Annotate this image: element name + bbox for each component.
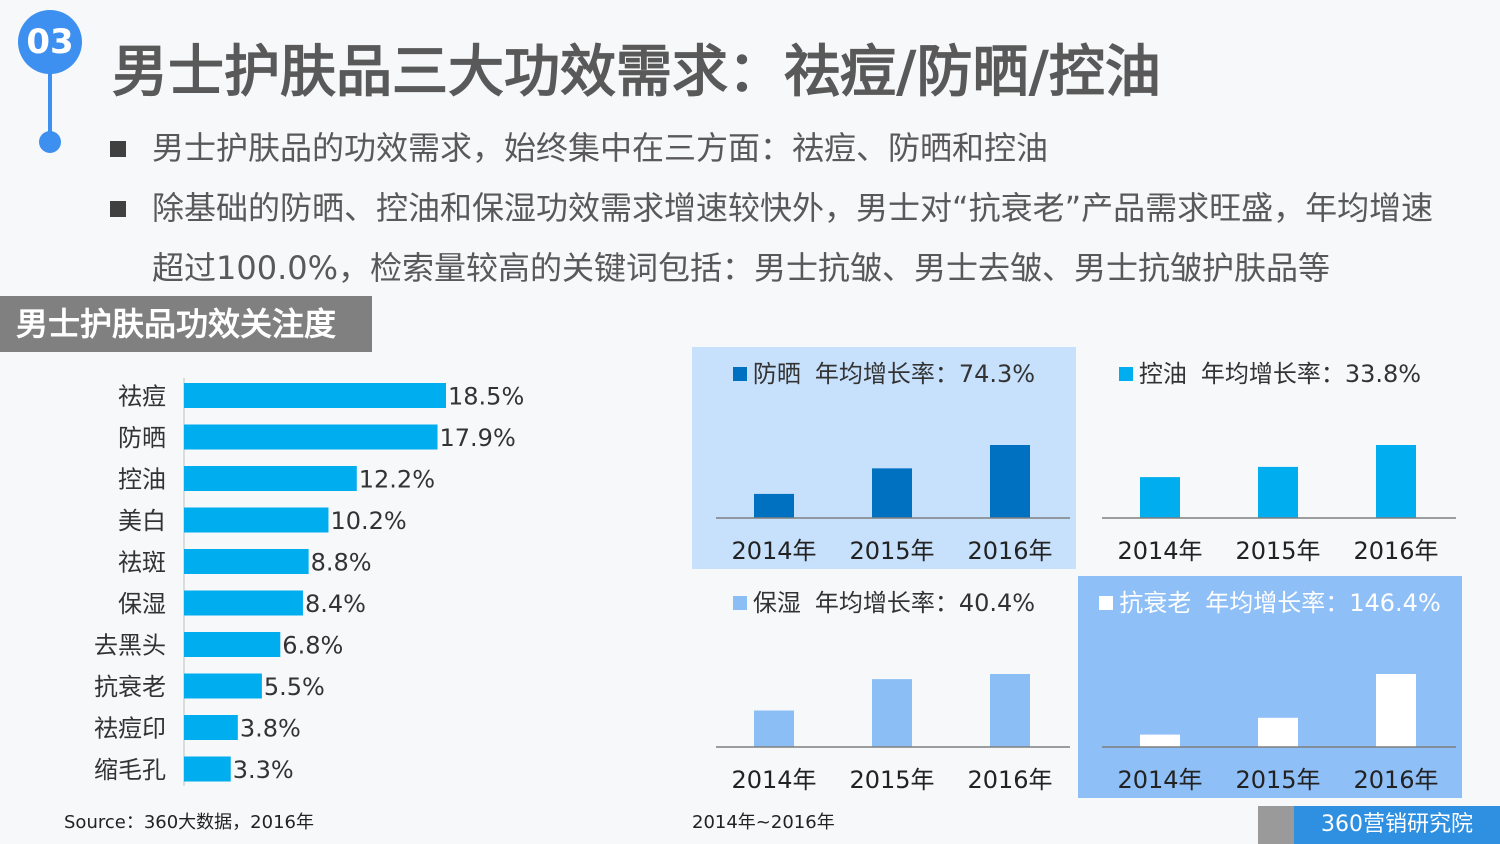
legend-swatch [732, 596, 747, 610]
panel-kangshuailao: 抗衰老 年均增长率：146.4% 2014年 2015年 2016年 [1078, 576, 1462, 798]
hbar-value-label: 18.5% [448, 383, 524, 411]
bullet-square-icon [110, 201, 126, 217]
hbar-value-label: 17.9% [440, 424, 516, 452]
panel-bar [872, 679, 912, 747]
hbar-value-label: 3.3% [233, 756, 294, 784]
panel-series-label: 控油 [1138, 360, 1187, 388]
hbar-category-label: 美白 [118, 507, 166, 535]
hbar-bar [184, 673, 262, 699]
panel-bar [990, 445, 1030, 518]
hbar-bar [184, 383, 446, 408]
panel-bar [1376, 674, 1416, 747]
hbar-bar [184, 756, 231, 782]
panel-chart: 2014年 2015年 2016年 [1102, 445, 1456, 565]
panel-bar [872, 468, 912, 518]
panel-growth-label: 年均增长率：146.4% [1205, 589, 1441, 617]
panel-chart: 2014年 2015年 2016年 [716, 445, 1070, 565]
hbar-category-label: 祛痘 [118, 383, 166, 411]
hbar-value-label: 8.4% [305, 590, 366, 618]
panel-chart: 2014年 2015年 2016年 [1102, 674, 1456, 794]
section-number-badge: 03 [18, 10, 82, 74]
panel-year-label: 2015年 [1235, 537, 1320, 565]
panel-header: 防晒 年均增长率：74.3% [692, 359, 1076, 389]
panel-series-label: 抗衰老 [1119, 589, 1192, 617]
hbar-category-label: 祛斑 [118, 549, 166, 577]
panel-year-label: 2014年 [731, 537, 816, 565]
panel-bar [754, 710, 794, 747]
hbar-bar [184, 424, 438, 450]
hbar-value-label: 5.5% [264, 673, 325, 701]
panel-chart: 2014年 2015年 2016年 [716, 674, 1070, 794]
badge-dot [39, 131, 61, 153]
hbar-value-label: 8.8% [311, 549, 372, 577]
panel-growth-label: 年均增长率：33.8% [1200, 360, 1422, 388]
hbar-value-label: 3.8% [240, 715, 301, 743]
panel-fangshai: 防晒 年均增长率：74.3% 2014年 2015年 2016年 [692, 347, 1076, 569]
hbar-bar [184, 507, 329, 533]
panel-growth-label: 年均增长率：74.3% [814, 360, 1036, 388]
bullet-1-text: 男士护肤品的功效需求，始终集中在三方面：祛痘、防晒和控油 [152, 129, 1049, 167]
hbar-category-label: 祛痘印 [94, 715, 166, 743]
panel-header: 控油 年均增长率：33.8% [1078, 359, 1462, 389]
bullet-square-icon [110, 141, 126, 157]
hbar-category-label: 防晒 [118, 424, 166, 452]
panel-header: 抗衰老 年均增长率：146.4% [1078, 588, 1462, 618]
panel-year-label: 2014年 [1117, 537, 1202, 565]
panel-kongyou: 控油 年均增长率：33.8% 2014年 2015年 2016年 [1078, 347, 1462, 569]
page-title: 男士护肤品三大功效需求：祛痘/防晒/控油 [112, 40, 1161, 105]
panel-bar [1140, 734, 1180, 747]
hbar-bar [184, 549, 309, 574]
bullet-2-text: 除基础的防晒、控油和保湿功效需求增速较快外，男士对“抗衰老”产品需求旺盛，年均增… [152, 189, 1434, 287]
hbar-bar [184, 715, 238, 740]
hbar-value-label: 10.2% [330, 507, 406, 535]
hbar-category-label: 控油 [118, 466, 166, 494]
source-note: Source：360大数据，2016年 [64, 812, 314, 833]
panel-series-label: 保湿 [752, 589, 801, 617]
panel-header: 保湿 年均增长率：40.4% [692, 588, 1076, 618]
panel-bar [1140, 477, 1180, 518]
hbar-bar [184, 632, 281, 657]
panel-bar [1258, 717, 1298, 747]
legend-swatch [1099, 596, 1114, 610]
hbar-value-label: 6.8% [282, 632, 343, 660]
hbar-category-label: 缩毛孔 [94, 756, 166, 784]
panel-series-label: 防晒 [752, 360, 801, 388]
panel-year-label: 2016年 [967, 537, 1052, 565]
attention-bar-chart: 祛痘 18.5% 防晒 17.9% 控油 12.2% 美白 10.2% 祛斑 8.8% 保湿 8.4%… [94, 378, 524, 786]
panel-year-label: 2016年 [1353, 766, 1438, 794]
panel-growth-label: 年均增长率：40.4% [814, 589, 1036, 617]
panel-year-label: 2014年 [731, 766, 816, 794]
panel-bar [1376, 445, 1416, 518]
legend-swatch [1118, 367, 1133, 381]
hbar-value-label: 12.2% [359, 466, 435, 494]
footer-brand: 360营销研究院 [1294, 806, 1500, 844]
panel-bar [1258, 466, 1298, 518]
footer-grey-block [1258, 806, 1294, 844]
hbar-category-label: 去黑头 [94, 632, 166, 660]
legend-swatch [732, 367, 747, 381]
section-label: 男士护肤品功效关注度 [0, 296, 372, 352]
badge-connector-line [48, 70, 52, 134]
panel-year-label: 2015年 [849, 537, 934, 565]
period-note: 2014年~2016年 [692, 812, 835, 833]
hbar-category-label: 保湿 [118, 590, 166, 618]
panel-year-label: 2016年 [967, 766, 1052, 794]
panel-year-label: 2014年 [1117, 766, 1202, 794]
hbar-category-label: 抗衰老 [94, 673, 166, 701]
panel-year-label: 2016年 [1353, 537, 1438, 565]
panel-baoshi: 保湿 年均增长率：40.4% 2014年 2015年 2016年 [692, 576, 1076, 798]
panel-bar [990, 674, 1030, 747]
panel-year-label: 2015年 [1235, 766, 1320, 794]
panel-year-label: 2015年 [849, 766, 934, 794]
hbar-bar [184, 466, 357, 491]
panel-bar [754, 493, 794, 518]
hbar-bar [184, 590, 303, 616]
